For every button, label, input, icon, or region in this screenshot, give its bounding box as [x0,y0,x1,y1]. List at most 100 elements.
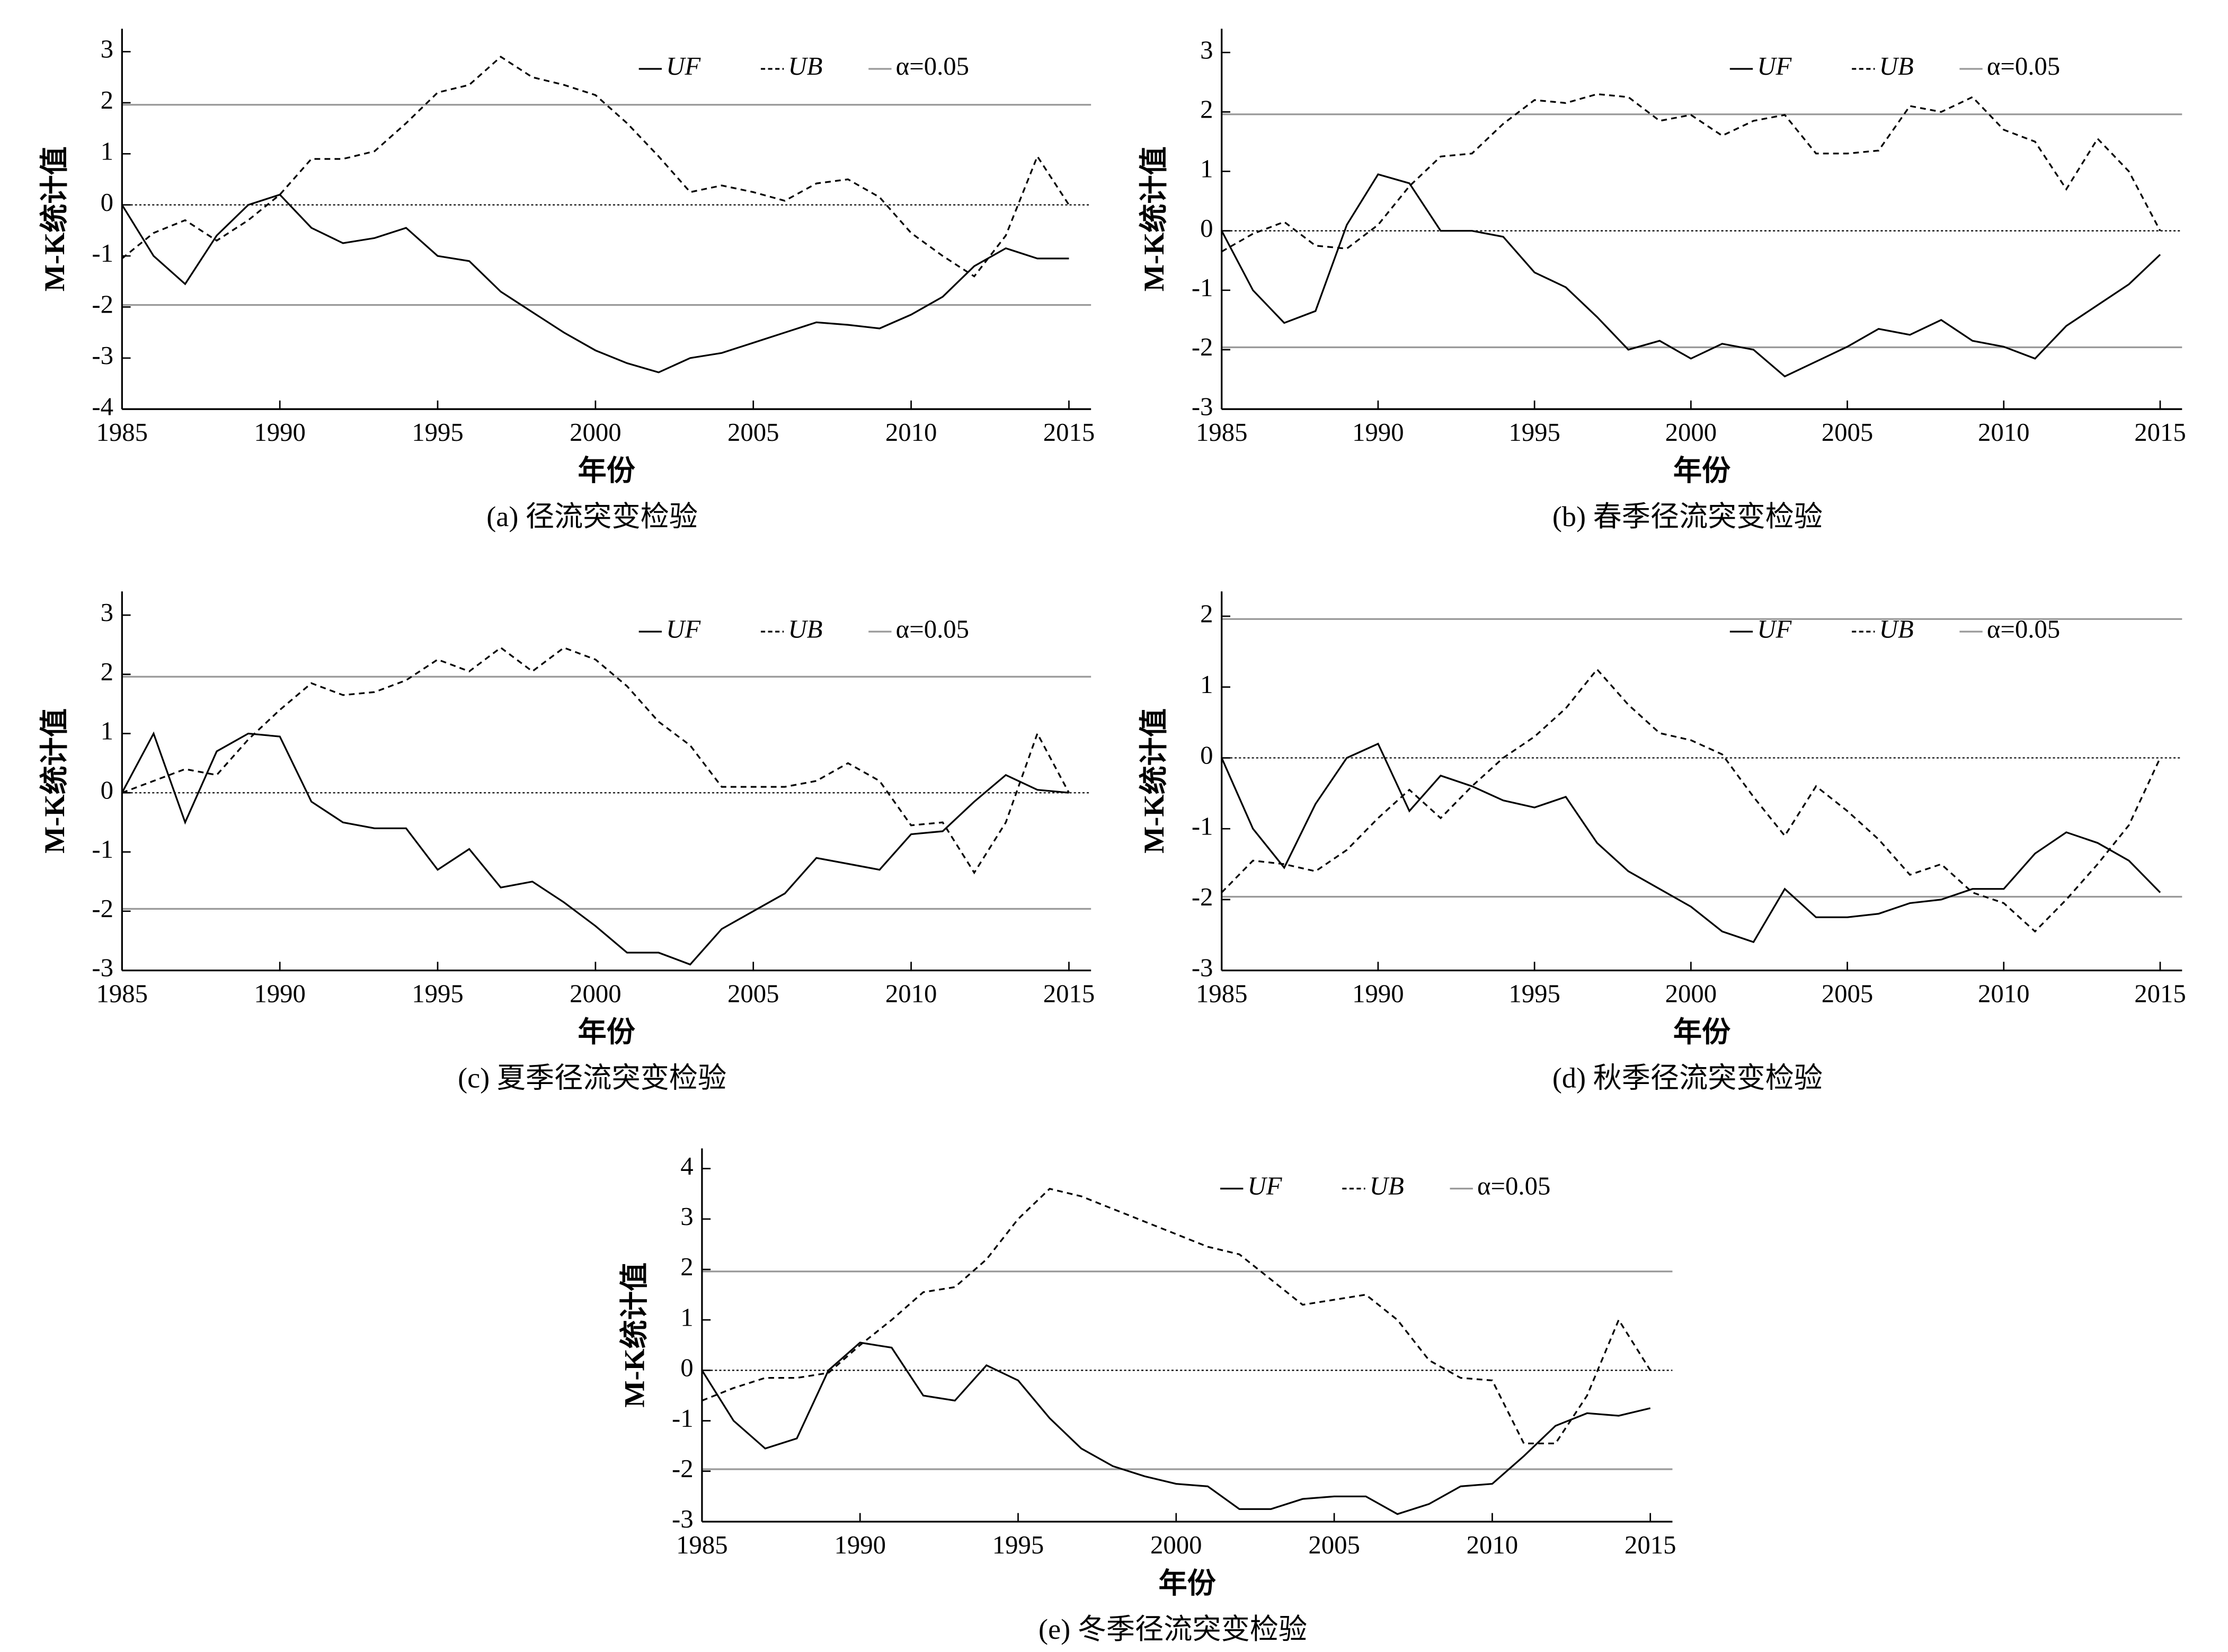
y-tick-label: 0 [1200,214,1213,243]
panel: -3 -2 -1 0 1 2 3 1985 1990 1995 2000 2005 2010 2015 年份… [1138,29,2186,532]
y-tick-label: -3 [1192,392,1213,421]
y-tick-label: -3 [92,341,113,370]
x-tick-label: 2015 [1043,418,1095,447]
y-tick-label: -2 [92,894,113,923]
x-tick-label: 2000 [570,418,622,447]
x-tick-label: 2010 [885,418,937,447]
series-line [1221,93,2161,253]
caption: (d) 秋季径流突变检验 [1552,1062,1823,1094]
legend-label: UB [1370,1172,1404,1201]
y-tick-label: 0 [680,1354,693,1382]
x-tick-label: 2005 [727,980,779,1008]
y-tick-label: 1 [1200,155,1213,183]
x-tick-label: 1990 [1352,980,1404,1008]
x-axis-label: 年份 [1673,455,1730,487]
y-axis-label: M-K统计值 [1138,708,1170,854]
y-tick-label: -2 [672,1454,694,1483]
panel: -4 -3 -2 -1 0 1 2 3 1985 1990 1995 2000 2005 2010 2015… [39,29,1095,532]
y-tick-label: 2 [101,86,113,114]
x-tick-label: 2005 [1308,1531,1360,1559]
y-tick-label: 1 [101,717,113,745]
x-tick-label: 2010 [885,980,937,1008]
x-tick-label: 2015 [1625,1531,1676,1559]
y-tick-label: 3 [680,1202,693,1231]
y-tick-label: 2 [680,1253,693,1281]
y-tick-label: 2 [1200,599,1213,628]
series-line [1221,742,2161,944]
y-tick-label: 1 [680,1303,693,1331]
legend-label: α=0.05 [1477,1172,1550,1201]
series-line [701,1342,1651,1515]
legend-label: UF [1757,52,1792,81]
x-tick-label: 1990 [834,1531,886,1559]
y-tick-label: -1 [92,239,113,268]
series-line [121,646,1070,875]
x-axis-label: 年份 [578,455,635,487]
x-tick-label: 1995 [412,980,463,1008]
x-tick-label: 1985 [96,980,148,1008]
legend-label: α=0.05 [1987,52,2060,81]
panel: -3 -2 -1 0 1 2 3 1985 1990 1995 2000 2005 2010 2015 年份… [39,591,1095,1094]
legend-label: UF [666,52,701,81]
panel: -3 -2 -1 0 1 2 3 4 1985 1990 1995 2000 2005 2010 2015 年… [618,1148,1676,1645]
y-axis-label: M-K统计值 [39,708,70,854]
y-tick-label: -2 [92,290,113,319]
legend-label: UB [788,52,822,81]
series-line [702,1187,1652,1445]
x-tick-label: 2005 [1822,980,1874,1008]
y-tick-label: 3 [101,35,113,64]
y-tick-label: -1 [1192,812,1213,840]
legend-label: UB [1879,615,1914,643]
x-tick-label: 2000 [570,980,622,1008]
x-tick-label: 1990 [254,980,306,1008]
series-line [1221,173,2161,378]
y-axis-label: M-K统计值 [1138,146,1170,291]
x-tick-label: 1985 [676,1531,728,1559]
legend-label: UB [1879,52,1914,81]
x-tick-label: 2015 [1043,980,1095,1008]
series-line [1221,668,2161,933]
y-axis-label: M-K统计值 [39,146,70,291]
legend-label: UF [1757,615,1792,643]
x-tick-label: 2010 [1978,980,2030,1008]
legend-label: α=0.05 [896,52,969,81]
y-tick-label: -2 [1192,883,1213,911]
x-tick-label: 2010 [1467,1531,1519,1559]
x-axis-label: 年份 [578,1016,635,1048]
y-tick-label: 3 [1200,35,1213,64]
series-line [121,56,1070,278]
y-tick-label: -3 [1192,954,1213,982]
x-tick-label: 1985 [1196,418,1248,447]
legend-label: α=0.05 [896,615,969,643]
x-tick-label: 1995 [992,1531,1044,1559]
legend-label: UB [788,615,822,643]
y-tick-label: 3 [101,598,113,627]
x-tick-label: 2010 [1978,418,2030,447]
x-tick-label: 2015 [2134,418,2186,447]
y-tick-label: -1 [672,1404,694,1433]
series-line [121,193,1069,374]
y-tick-label: 1 [1200,670,1213,699]
y-tick-label: -3 [92,954,113,982]
x-tick-label: 1995 [1508,980,1560,1008]
series-line [121,731,1069,966]
legend-label: UF [1247,1172,1282,1201]
y-tick-label: -2 [1192,333,1213,361]
x-axis-label: 年份 [1673,1016,1730,1048]
x-tick-label: 2005 [1822,418,1874,447]
caption: (a) 径流突变检验 [486,501,698,532]
y-tick-label: 0 [101,188,113,217]
x-tick-label: 1985 [1196,980,1248,1008]
x-tick-label: 2000 [1665,418,1717,447]
x-tick-label: 1990 [254,418,306,447]
y-tick-label: 0 [101,776,113,804]
x-tick-label: 2000 [1665,980,1717,1008]
caption: (e) 冬季径流突变检验 [1038,1613,1307,1645]
y-tick-label: 4 [680,1152,693,1180]
y-tick-label: -1 [92,835,113,864]
y-tick-label: -4 [92,392,113,421]
x-tick-label: 1985 [96,418,148,447]
legend-label: UF [666,615,701,643]
